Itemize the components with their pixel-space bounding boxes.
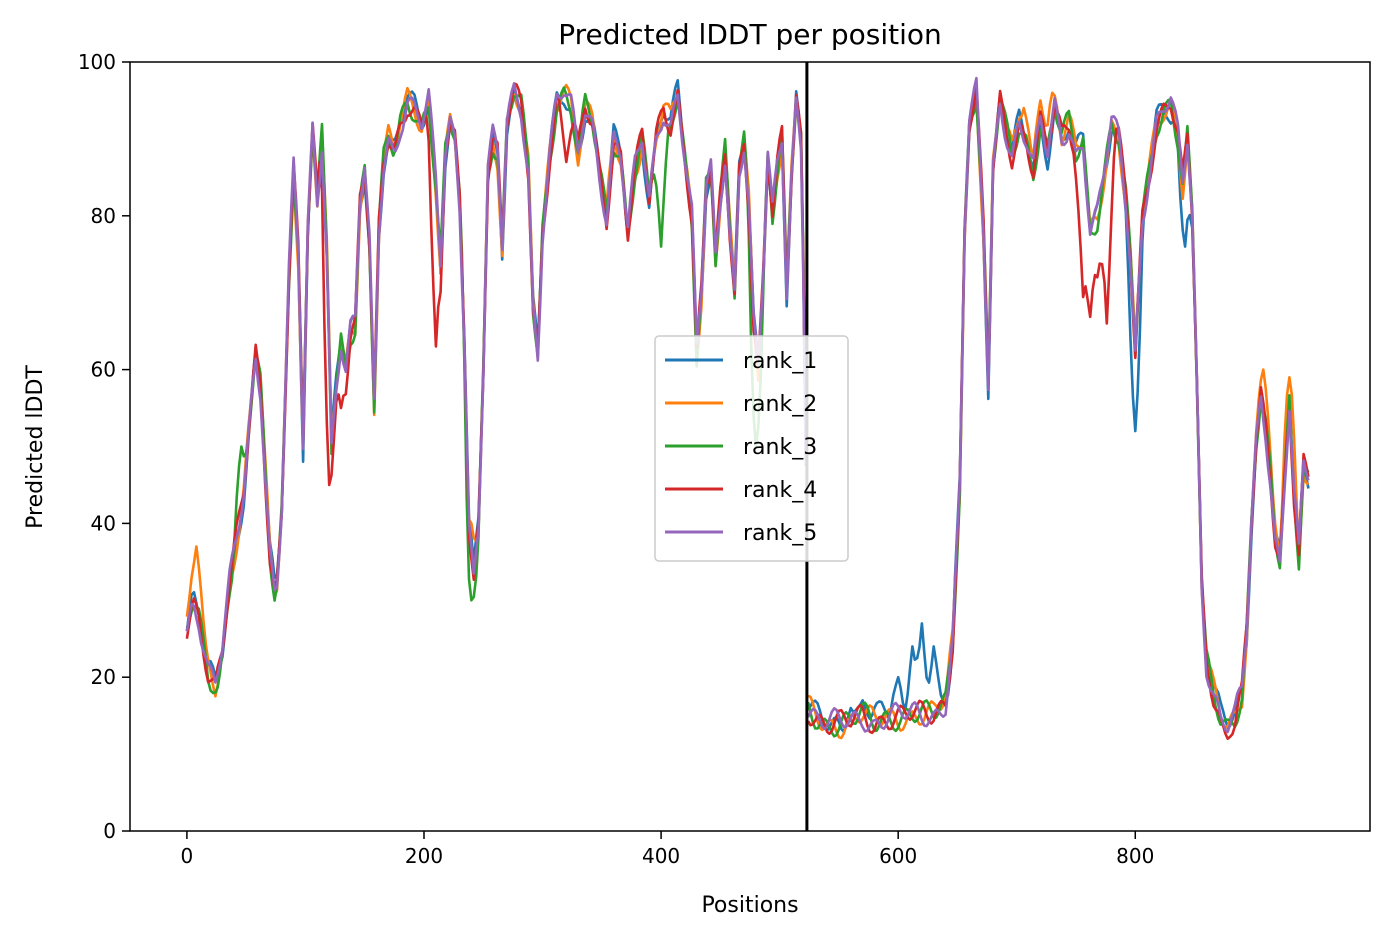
x-tick-label: 600 (879, 844, 917, 868)
x-tick-label: 800 (1116, 844, 1154, 868)
legend-label-rank_2: rank_2 (743, 392, 817, 417)
x-axis-label: Positions (701, 893, 798, 918)
y-tick-label: 0 (103, 819, 116, 843)
plot-area-frame (129, 61, 1371, 832)
y-axis: 0 20 40 60 80 100 (78, 50, 130, 843)
x-tick-label: 0 (181, 844, 194, 868)
y-tick-label: 40 (91, 511, 116, 535)
y-tick-label: 100 (78, 50, 116, 74)
legend-label-rank_1: rank_1 (743, 349, 817, 374)
x-tick-label: 200 (405, 844, 443, 868)
y-tick-label: 80 (91, 204, 116, 228)
y-tick-label: 60 (91, 358, 116, 382)
series-line-rank_5-segment-1 (185, 82, 807, 684)
x-tick-label: 400 (642, 844, 680, 868)
series-layer (185, 76, 1310, 740)
legend-label-rank_5: rank_5 (743, 521, 817, 546)
y-axis-label: Predicted lDDT (23, 365, 48, 529)
chart-title: Predicted lDDT per position (558, 18, 942, 51)
y-tick-label: 20 (91, 665, 116, 689)
x-axis: 0 200 400 600 800 (181, 831, 1154, 868)
legend-label-rank_4: rank_4 (743, 478, 817, 503)
legend-box (654, 335, 849, 562)
series-line-rank_5-segment-2 (806, 76, 1310, 734)
legend: rank_1 rank_2 rank_3 rank_4 rank_5 (654, 335, 849, 562)
legend-label-rank_3: rank_3 (743, 435, 817, 460)
